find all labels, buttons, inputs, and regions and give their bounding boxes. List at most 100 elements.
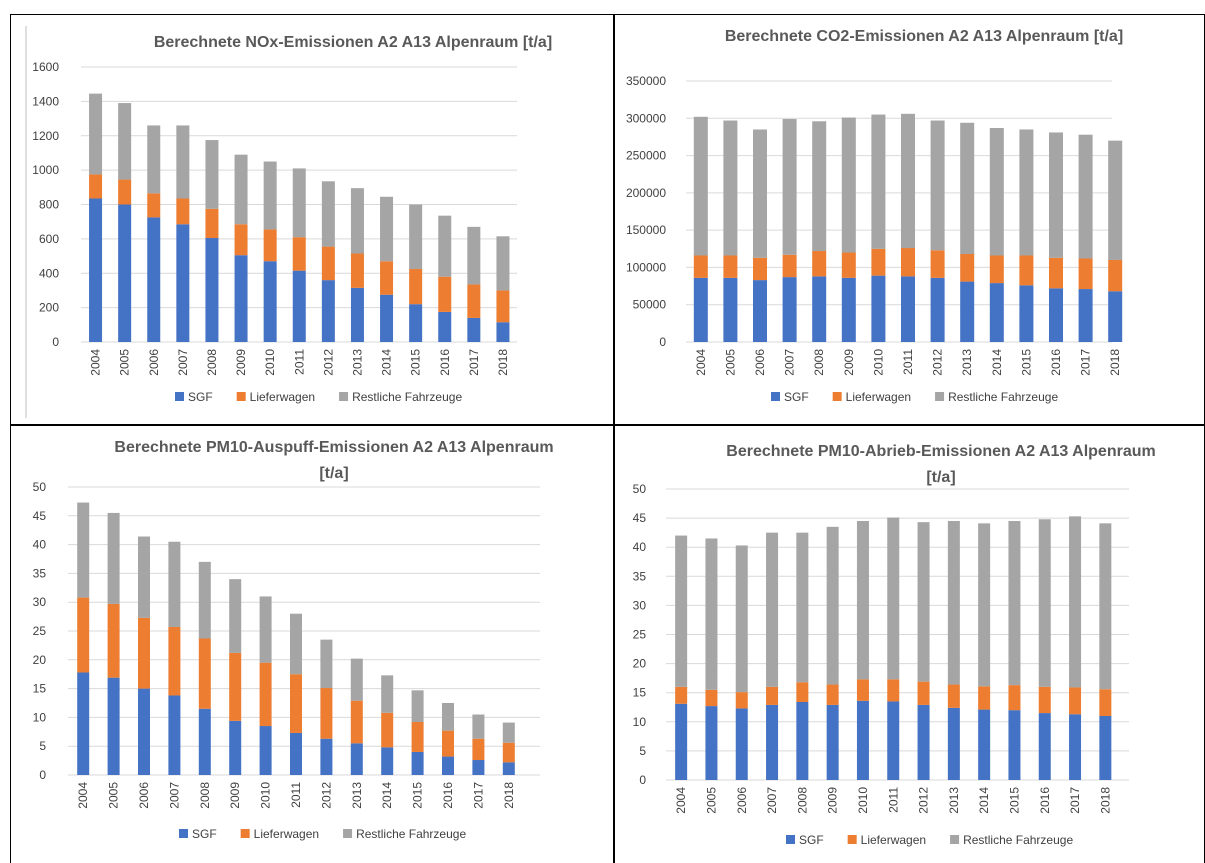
bar-sgf-2018 (502, 762, 515, 775)
legend-swatch-restliche (950, 835, 960, 844)
bar-sgf-2011 (901, 276, 915, 342)
x-tick-label: 2007 (176, 349, 190, 376)
bar-sgf-2006 (138, 688, 150, 775)
bar-restliche-2011 (290, 613, 302, 675)
bar-lieferwagen-2009 (841, 252, 856, 278)
bar-restliche-2005 (723, 120, 738, 256)
bar-sgf-2005 (705, 706, 718, 780)
bar-lieferwagen-2014 (380, 261, 394, 295)
bar-sgf-2018 (1108, 291, 1123, 342)
x-tick-label: 2016 (1049, 349, 1063, 376)
bar-restliche-2010 (856, 521, 869, 680)
x-tick-label: 2005 (704, 787, 718, 814)
y-tick-label: 250000 (626, 149, 666, 163)
bar-restliche-2009 (229, 579, 242, 653)
legend-label-restliche: Restliche Fahrzeuge (963, 833, 1073, 847)
x-tick-label: 2011 (886, 787, 900, 813)
pm10-auspuff-chart: Berechnete PM10-Auspuff-Emissionen A2 A1… (33, 439, 554, 841)
bar-sgf-2005 (107, 677, 120, 775)
bar-sgf-2016 (438, 311, 452, 342)
x-tick-label: 2017 (467, 349, 481, 376)
legend-label-sgf: SGF (799, 833, 824, 847)
bar-lieferwagen-2018 (496, 290, 510, 323)
x-tick-label: 2010 (871, 349, 885, 376)
legend-label-restliche: Restliche Fahrzeuge (356, 827, 466, 841)
bar-lieferwagen-2013 (350, 253, 364, 288)
bar-restliche-2004 (675, 535, 688, 687)
x-tick-label: 2007 (765, 787, 779, 814)
bar-lieferwagen-2010 (263, 229, 277, 262)
bar-lieferwagen-2011 (292, 237, 306, 271)
bar-restliche-2014 (989, 127, 1004, 256)
legend-swatch-lieferwagen (832, 392, 842, 401)
bar-sgf-2017 (1069, 714, 1082, 780)
bar-lieferwagen-2008 (796, 682, 809, 703)
bar-restliche-2004 (693, 116, 708, 256)
bar-restliche-2004 (89, 93, 103, 175)
bar-restliche-2012 (321, 181, 335, 247)
bar-sgf-2008 (796, 702, 809, 780)
bar-restliche-2012 (930, 120, 945, 251)
x-tick-label: 2008 (198, 782, 212, 809)
bar-sgf-2013 (947, 707, 960, 780)
bar-sgf-2018 (1099, 715, 1112, 780)
y-tick-label: 1400 (32, 94, 59, 108)
bar-sgf-2014 (989, 283, 1004, 342)
x-tick-label: 2016 (438, 349, 452, 376)
bar-sgf-2006 (147, 217, 161, 342)
bar-restliche-2013 (350, 188, 364, 254)
x-tick-label: 2013 (960, 349, 974, 376)
y-tick-label: 0 (639, 773, 646, 787)
bar-lieferwagen-2018 (1108, 259, 1123, 292)
bar-sgf-2015 (1008, 710, 1021, 780)
bar-restliche-2014 (381, 675, 394, 713)
x-tick-label: 2017 (1079, 349, 1093, 376)
x-tick-label: 2006 (147, 349, 161, 376)
legend-swatch-lieferwagen (240, 829, 250, 838)
bar-sgf-2012 (917, 704, 930, 780)
y-tick-label: 35 (633, 569, 647, 583)
bar-restliche-2009 (841, 117, 856, 253)
legend: SGF Lieferwagen Restliche Fahrzeuge (786, 833, 1073, 847)
y-tick-label: 0 (659, 335, 666, 349)
x-tick-label: 2012 (321, 349, 335, 376)
bar-restliche-2018 (502, 722, 515, 743)
legend-label-sgf: SGF (192, 827, 217, 841)
y-tick-label: 50 (33, 480, 47, 494)
bar-restliche-2007 (766, 532, 779, 687)
x-tick-label: 2016 (441, 782, 455, 809)
legend-label-restliche: Restliche Fahrzeuge (948, 390, 1058, 404)
bar-lieferwagen-2006 (735, 692, 748, 709)
bar-lieferwagen-2012 (917, 681, 930, 705)
bar-lieferwagen-2004 (77, 597, 90, 673)
x-tick-label: 2010 (263, 349, 277, 376)
bar-restliche-2015 (409, 204, 423, 269)
x-tick-label: 2012 (319, 782, 333, 809)
bar-sgf-2012 (320, 738, 333, 775)
bar-lieferwagen-2018 (1099, 689, 1112, 716)
bar-sgf-2014 (380, 294, 394, 342)
y-tick-label: 200 (39, 301, 59, 315)
bar-lieferwagen-2017 (467, 284, 481, 318)
bar-sgf-2008 (205, 238, 219, 342)
y-axis: 0 5 10 15 20 25 30 35 40 45 50 (633, 482, 647, 787)
bar-lieferwagen-2012 (321, 246, 335, 281)
bar-lieferwagen-2017 (472, 738, 485, 761)
x-tick-label: 2017 (471, 782, 485, 809)
x-axis: 2004 2005 2006 2007 2008 2009 2010 2011 2012 2013… (674, 787, 1112, 814)
bar-restliche-2010 (871, 114, 886, 249)
bar-sgf-2004 (693, 277, 708, 342)
bar-lieferwagen-2015 (409, 268, 423, 305)
co2-chart: Berechnete CO2-Emissionen A2 A13 Alpenra… (626, 28, 1123, 404)
x-tick-label: 2011 (901, 349, 915, 375)
y-tick-label: 45 (633, 511, 647, 525)
bar-sgf-2010 (259, 726, 272, 775)
bar-sgf-2010 (871, 275, 886, 342)
y-tick-label: 800 (39, 198, 59, 212)
border-left (10, 14, 11, 863)
y-tick-label: 10 (633, 715, 647, 729)
x-tick-label: 2005 (107, 782, 121, 809)
y-tick-label: 50 (633, 482, 647, 496)
bar-restliche-2018 (1108, 140, 1123, 260)
